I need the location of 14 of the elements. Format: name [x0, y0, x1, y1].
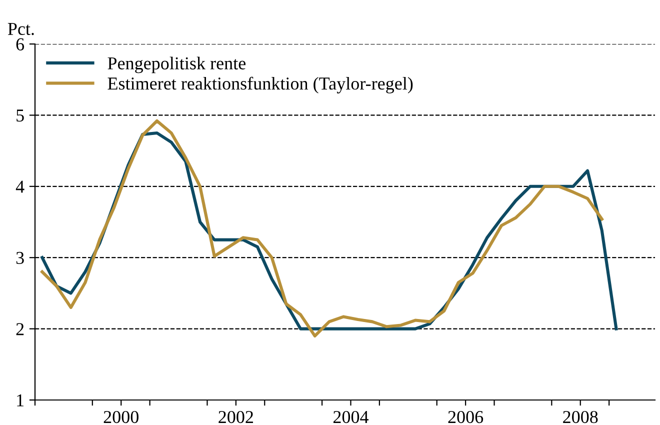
x-tick-label: 2006 — [448, 410, 484, 424]
y-tick-label: 2 — [16, 323, 24, 336]
y-tick-label: 6 — [16, 38, 24, 50]
y-tick-label: 4 — [16, 180, 24, 193]
y-tick-label: 3 — [16, 252, 24, 264]
legend-label: Pengepolitisk rente — [108, 56, 246, 74]
y-axis-title: Pct. — [8, 22, 34, 36]
x-tick-label: 2008 — [563, 410, 598, 424]
x-tick-label: 2000 — [104, 410, 138, 424]
x-tick-label: 2002 — [218, 410, 253, 424]
legend-label: Estimeret reaktionsfunktion (Taylor-regel) — [108, 76, 413, 94]
y-tick-label: 5 — [16, 110, 24, 122]
y-tick-label: 1 — [17, 394, 24, 406]
x-tick-label: 2004 — [333, 410, 369, 424]
